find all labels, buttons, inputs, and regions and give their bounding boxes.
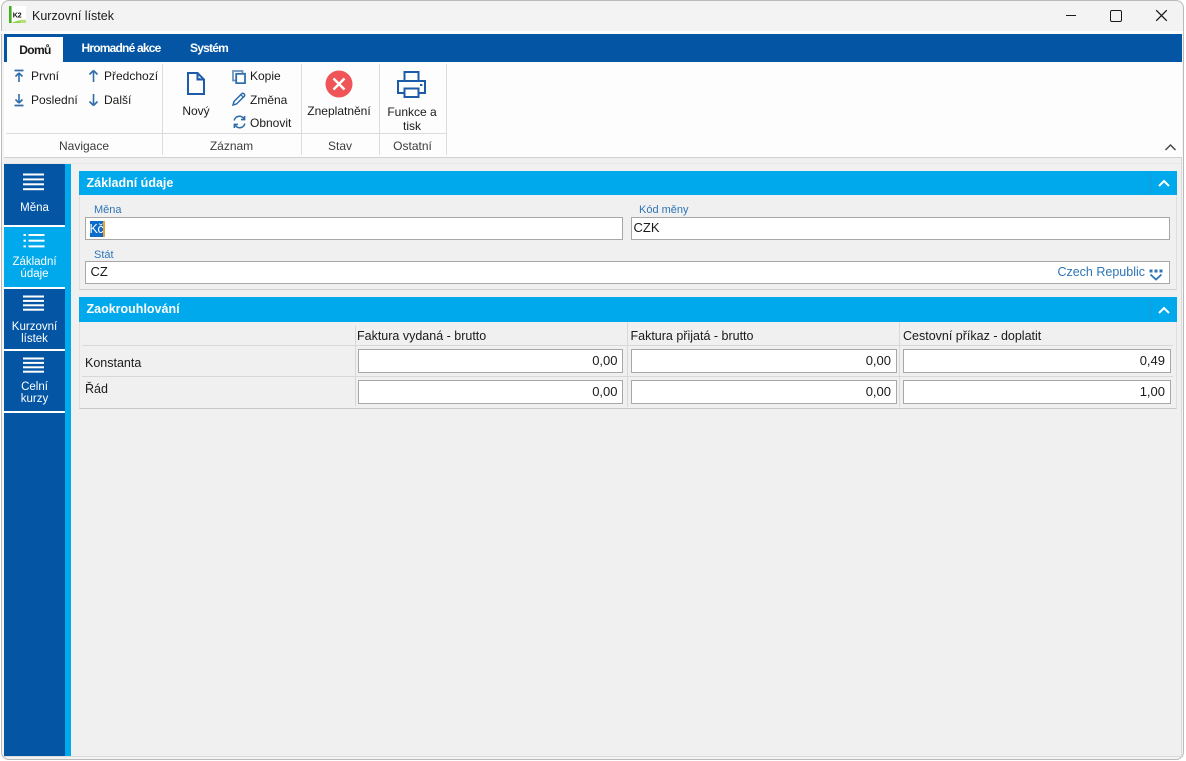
svg-text:K2: K2: [13, 11, 22, 20]
